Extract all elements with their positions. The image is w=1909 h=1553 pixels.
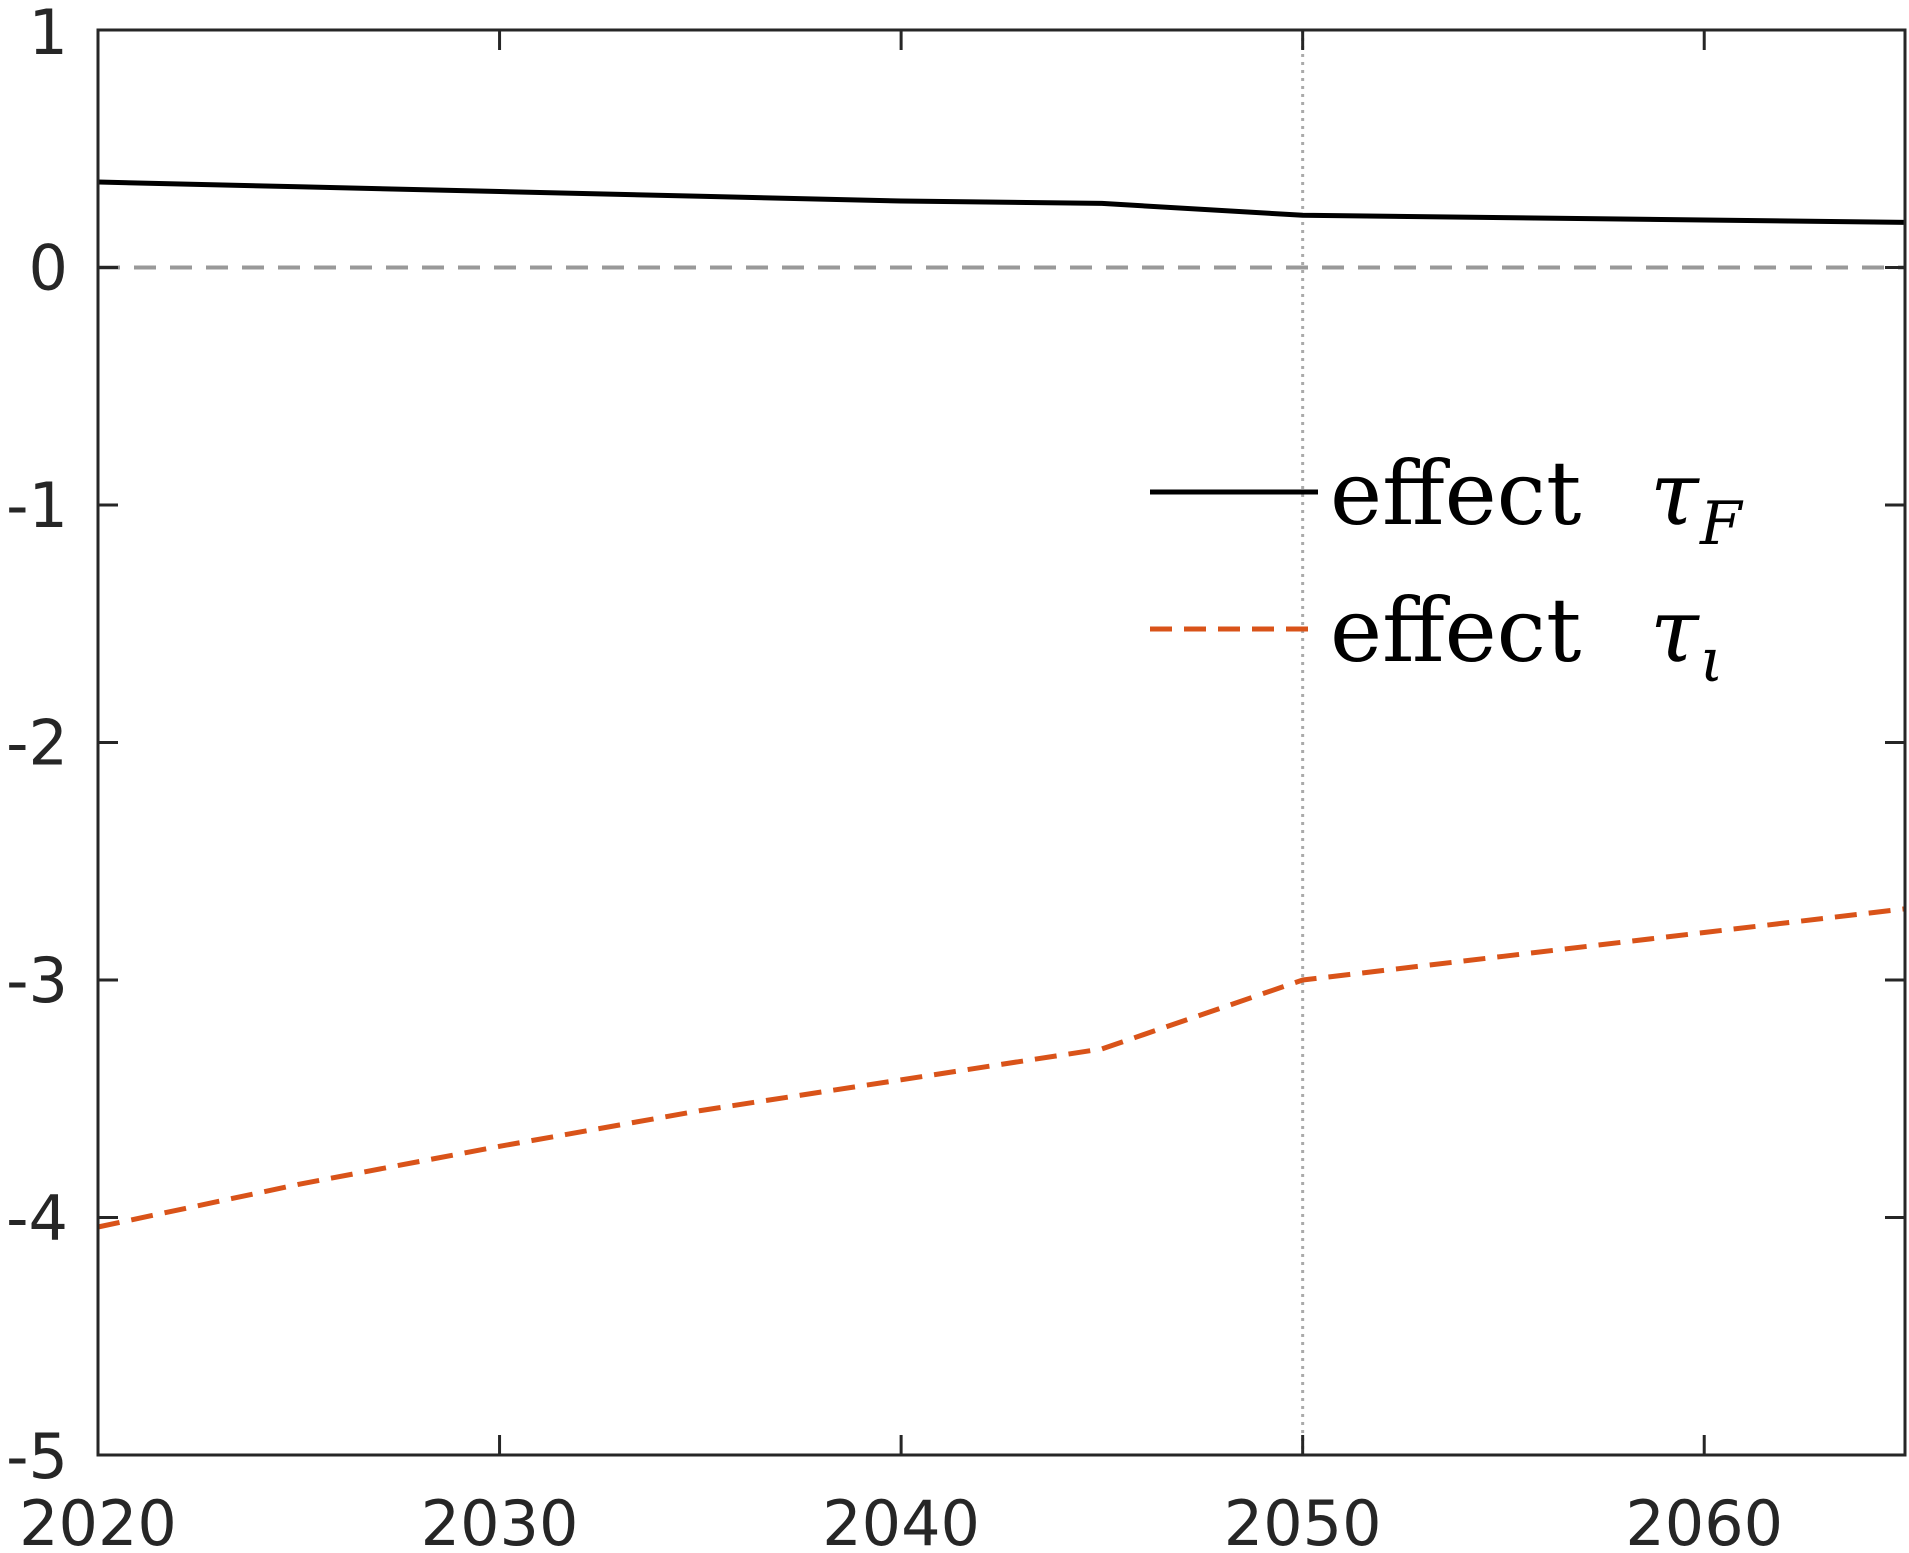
x-tick-label: 2030 xyxy=(421,1487,579,1553)
y-tick-label: 0 xyxy=(29,232,68,305)
legend-subscript-2: ι xyxy=(1700,626,1724,696)
x-tick-label: 2020 xyxy=(19,1487,177,1553)
series-line-1 xyxy=(97,179,1906,225)
plot-frame xyxy=(96,28,1907,1457)
x-tick-label: 2040 xyxy=(822,1487,980,1553)
y-tick-label: -1 xyxy=(6,469,68,542)
reference-lines xyxy=(98,30,1905,1455)
series-layer xyxy=(97,179,1906,1230)
legend-label-1: effect xyxy=(1330,442,1581,545)
y-tick-label: -3 xyxy=(6,944,68,1017)
axis-ticks: 2020 2030 2040 2050 2060 1 0 -1 -2 -3 -4 -5 xyxy=(6,0,1905,1553)
y-tick-label: -2 xyxy=(6,707,68,780)
y-tick-label: 1 xyxy=(29,0,68,69)
legend-symbol-2: τ xyxy=(1650,579,1700,682)
x-tick-label: 2060 xyxy=(1625,1487,1783,1553)
legend-label-2: effect xyxy=(1330,579,1581,682)
series-line-2 xyxy=(97,906,1906,1230)
y-tick-label: -4 xyxy=(6,1182,68,1255)
x-tick-label: 2050 xyxy=(1224,1487,1382,1553)
legend-symbol-1: τ xyxy=(1650,442,1700,545)
legend-subscript-1: F xyxy=(1699,489,1744,559)
y-tick-label: -5 xyxy=(6,1420,68,1493)
